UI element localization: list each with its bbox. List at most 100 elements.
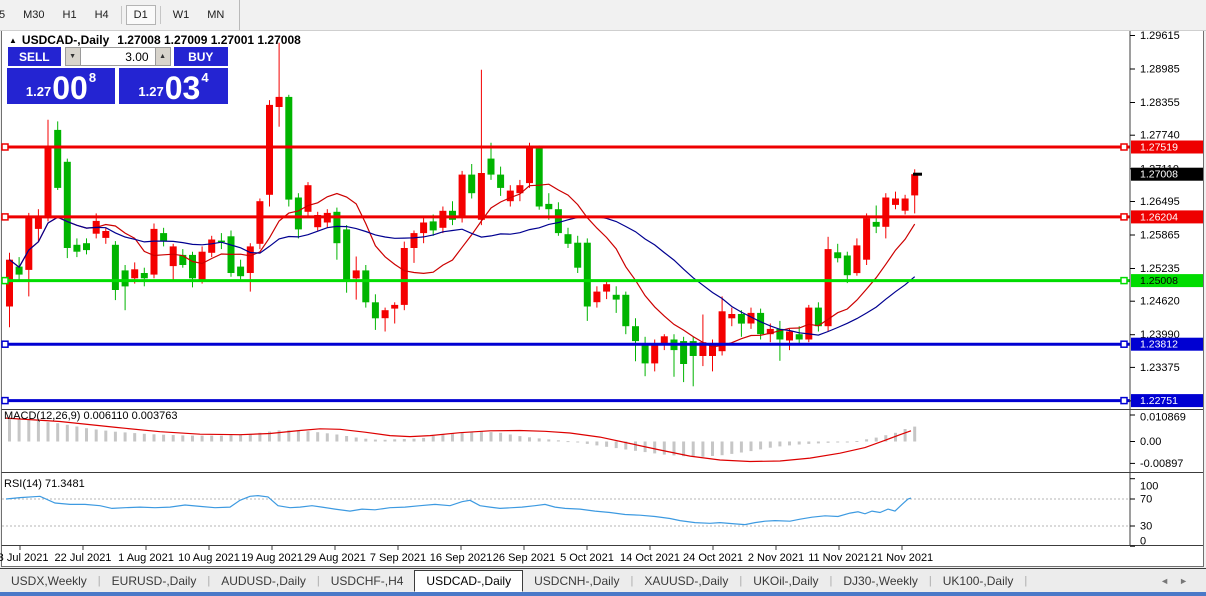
tab-scroll-left-icon: ◄ xyxy=(1160,576,1180,586)
svg-text:0.00: 0.00 xyxy=(1140,436,1161,448)
macd-label: MACD(12,26,9) 0.006110 0.003763 xyxy=(4,410,177,422)
volume-decrease-button[interactable]: ▼ xyxy=(64,47,81,66)
sell-price-whole: 1.27 xyxy=(25,84,52,99)
svg-text:1.28985: 1.28985 xyxy=(1140,64,1180,76)
tf-h1-button[interactable]: H1 xyxy=(62,9,77,21)
svg-text:1.27008: 1.27008 xyxy=(1140,169,1178,181)
svg-text:100: 100 xyxy=(1140,481,1158,493)
svg-text:0.010869: 0.010869 xyxy=(1140,412,1186,424)
tab-usdchf-h4[interactable]: USDCHF-,H4 xyxy=(330,574,404,588)
svg-text:26 Sep 2021: 26 Sep 2021 xyxy=(493,552,555,564)
svg-text:1.27519: 1.27519 xyxy=(1140,142,1178,154)
tf-h4-button[interactable]: H4 xyxy=(94,9,109,21)
tab-ukoil-daily[interactable]: UKOil-,Daily xyxy=(753,574,819,588)
sell-button[interactable]: SELL xyxy=(8,47,61,66)
tab-divider: | xyxy=(630,575,634,587)
svg-text:16 Sep 2021: 16 Sep 2021 xyxy=(430,552,492,564)
collapse-panel-icon[interactable]: ▲ xyxy=(9,36,17,45)
svg-text:1.26495: 1.26495 xyxy=(1140,196,1180,208)
date-axis: 13 Jul 2021 22 Jul 2021 1 Aug 2021 10 Aug 2… xyxy=(0,545,933,564)
sell-price-box[interactable]: 1.27 00 8 xyxy=(7,68,115,104)
svg-text:1.25865: 1.25865 xyxy=(1140,230,1180,242)
tf-d1-button[interactable]: D1 xyxy=(125,5,156,25)
svg-text:1.25008: 1.25008 xyxy=(1140,275,1178,287)
ma-slow-line xyxy=(9,215,916,336)
macd-signal-line xyxy=(5,417,912,463)
sell-price-point: 8 xyxy=(88,70,97,85)
svg-text:10 Aug 2021: 10 Aug 2021 xyxy=(178,552,240,564)
svg-text:29 Aug 2021: 29 Aug 2021 xyxy=(304,552,366,564)
price-tags: 1.27519 1.26204 1.25008 1.23812 1.22751 1.270… xyxy=(1131,140,1203,408)
tab-divider: | xyxy=(1024,575,1028,587)
tab-xauusd-daily[interactable]: XAUUSD-,Daily xyxy=(644,574,729,588)
chart-header: ▲ USDCAD-,Daily 1.27008 1.27009 1.27001 1.… xyxy=(9,33,301,47)
last-price-marker xyxy=(913,172,922,176)
tab-divider: | xyxy=(829,575,833,587)
buy-price-whole: 1.27 xyxy=(138,84,164,99)
sell-price-pips: 00 xyxy=(52,70,88,106)
toolbar-end-separator xyxy=(239,0,241,30)
buy-price-box[interactable]: 1.27 03 4 xyxy=(119,68,228,104)
svg-text:11 Nov 2021: 11 Nov 2021 xyxy=(808,552,870,564)
tab-dj30-weekly[interactable]: DJ30-,Weekly xyxy=(843,574,918,588)
svg-text:1.25235: 1.25235 xyxy=(1140,263,1180,275)
window-bottom-edge xyxy=(0,592,1206,596)
svg-text:13 Jul 2021: 13 Jul 2021 xyxy=(0,552,48,564)
tab-uk100-daily[interactable]: UK100-,Daily xyxy=(942,574,1014,588)
svg-text:7 Sep 2021: 7 Sep 2021 xyxy=(370,552,426,564)
timeframe-toolbar: 5 M30 H1 H4 D1 W1 MN xyxy=(0,0,1206,31)
tab-audusd-daily[interactable]: AUDUSD-,Daily xyxy=(221,574,306,588)
tab-divider: | xyxy=(207,575,211,587)
tab-scroll-arrows[interactable]: ◄► xyxy=(1160,576,1198,586)
tf-w1-button[interactable]: W1 xyxy=(172,9,190,21)
horizontal-levels[interactable] xyxy=(1,143,1130,405)
volume-increase-button[interactable]: ▲ xyxy=(154,47,171,66)
tab-divider: | xyxy=(739,575,743,587)
svg-text:19 Aug 2021: 19 Aug 2021 xyxy=(241,552,303,564)
svg-text:24 Oct 2021: 24 Oct 2021 xyxy=(683,552,743,564)
tf-mn-button[interactable]: MN xyxy=(207,9,225,21)
svg-text:5 Oct 2021: 5 Oct 2021 xyxy=(560,552,614,564)
ohlc-values: 1.27008 1.27009 1.27001 1.27008 xyxy=(117,33,301,47)
chart-tabs-bar: USDX,Weekly | EURUSD-,Daily | AUDUSD-,Dail… xyxy=(0,568,1206,593)
svg-text:14 Oct 2021: 14 Oct 2021 xyxy=(620,552,680,564)
svg-text:30: 30 xyxy=(1140,521,1152,533)
tab-usdcnh-daily[interactable]: USDCNH-,Daily xyxy=(534,574,620,588)
svg-text:1.26204: 1.26204 xyxy=(1140,211,1178,223)
svg-text:1.23812: 1.23812 xyxy=(1140,339,1178,351)
tf-m30-button[interactable]: M30 xyxy=(23,9,45,21)
svg-text:0: 0 xyxy=(1140,536,1146,548)
tab-divider: | xyxy=(928,575,932,587)
buy-price-point: 4 xyxy=(201,70,209,85)
tab-scroll-right-icon: ► xyxy=(1179,576,1198,586)
tab-eurusd-daily[interactable]: EURUSD-,Daily xyxy=(111,574,197,588)
volume-input[interactable]: 3.00 xyxy=(80,47,155,66)
tab-divider: | xyxy=(97,575,101,587)
tab-divider: | xyxy=(316,575,320,587)
svg-text:1.24620: 1.24620 xyxy=(1140,296,1180,308)
toolbar-separator xyxy=(159,6,161,24)
candles-layer xyxy=(6,42,919,387)
svg-text:1.28355: 1.28355 xyxy=(1140,97,1180,109)
toolbar-separator xyxy=(120,6,122,24)
one-click-trading-panel: SELL ▼ 3.00 ▲ BUY 1.27 00 8 1.27 03 4 xyxy=(7,47,228,104)
svg-text:2 Nov 2021: 2 Nov 2021 xyxy=(748,552,804,564)
tab-usdx-weekly[interactable]: USDX,Weekly xyxy=(11,574,87,588)
svg-text:1.22751: 1.22751 xyxy=(1140,395,1178,407)
macd-panel: MACD(12,26,9) 0.006110 0.003763 0.010869 0… xyxy=(4,410,1186,470)
buy-price-pips: 03 xyxy=(164,70,201,106)
chart-canvas[interactable]: 1.296151.289851.283551.277401.271101.264… xyxy=(0,0,1206,568)
buy-button[interactable]: BUY xyxy=(173,47,228,66)
tf-m5-button[interactable]: 5 xyxy=(0,9,6,21)
svg-text:-0.00897: -0.00897 xyxy=(1140,458,1183,470)
tab-usdcad-daily[interactable]: USDCAD-,Daily xyxy=(414,570,524,592)
rsi-line xyxy=(5,494,912,526)
svg-text:21 Nov 2021: 21 Nov 2021 xyxy=(871,552,933,564)
svg-text:22 Jul 2021: 22 Jul 2021 xyxy=(55,552,112,564)
svg-text:1.23375: 1.23375 xyxy=(1140,362,1180,374)
svg-text:1.27740: 1.27740 xyxy=(1140,130,1180,142)
svg-text:1 Aug 2021: 1 Aug 2021 xyxy=(118,552,174,564)
svg-text:1.29615: 1.29615 xyxy=(1140,30,1180,42)
